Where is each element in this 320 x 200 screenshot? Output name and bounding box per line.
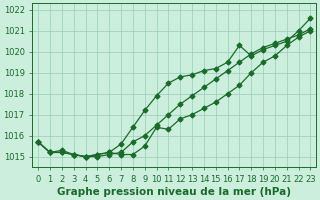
X-axis label: Graphe pression niveau de la mer (hPa): Graphe pression niveau de la mer (hPa) xyxy=(57,187,291,197)
